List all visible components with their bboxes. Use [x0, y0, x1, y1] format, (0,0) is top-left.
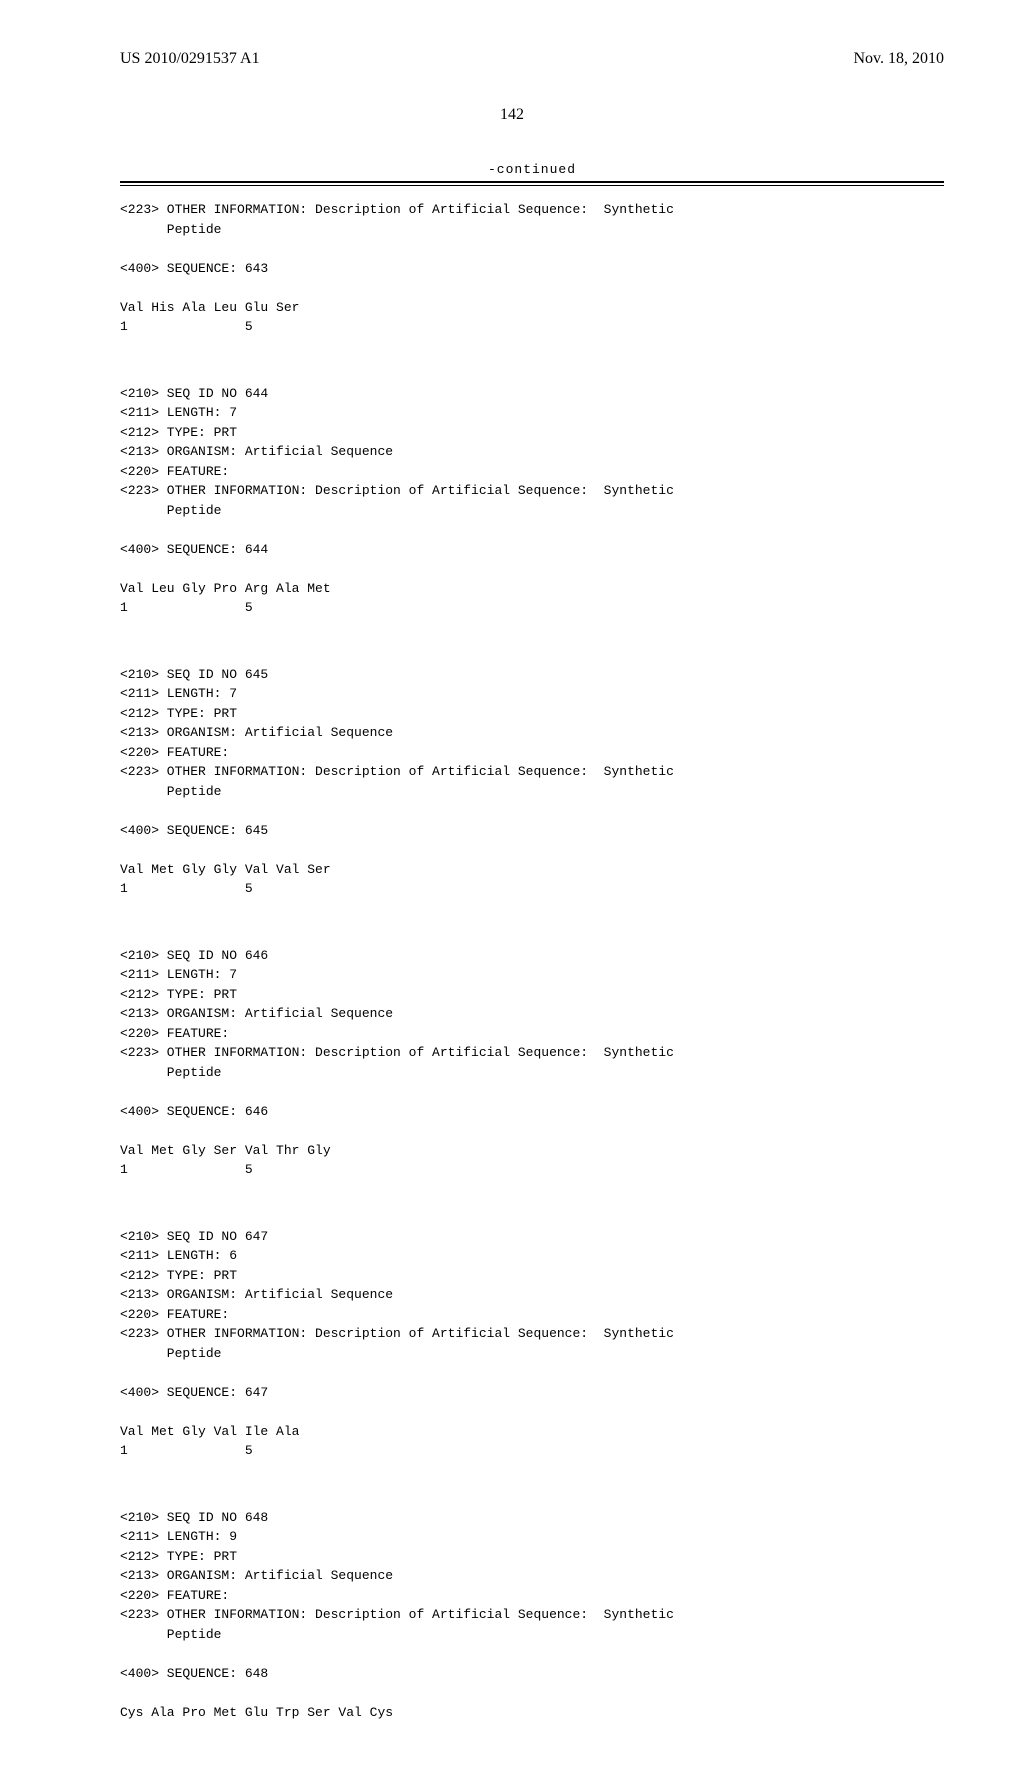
divider-thin	[120, 185, 944, 186]
page-number: 142	[0, 106, 1024, 124]
sequence-entry: <210> SEQ ID NO 646 <211> LENGTH: 7 <212…	[120, 946, 944, 1180]
sequence-entry: <210> SEQ ID NO 648 <211> LENGTH: 9 <212…	[120, 1508, 944, 1723]
continued-divider: -continued	[120, 162, 944, 186]
sequence-entry: <210> SEQ ID NO 644 <211> LENGTH: 7 <212…	[120, 384, 944, 618]
sequence-entry: <210> SEQ ID NO 647 <211> LENGTH: 6 <212…	[120, 1227, 944, 1461]
sequence-listing: <223> OTHER INFORMATION: Description of …	[120, 200, 944, 1769]
page-header: US 2010/0291537 A1 Nov. 18, 2010	[0, 0, 1024, 68]
publication-number: US 2010/0291537 A1	[120, 50, 260, 68]
sequence-entry: <210> SEQ ID NO 645 <211> LENGTH: 7 <212…	[120, 665, 944, 899]
divider-thick	[120, 181, 944, 183]
continued-label: -continued	[120, 162, 944, 177]
sequence-entry: <223> OTHER INFORMATION: Description of …	[120, 200, 944, 337]
publication-date: Nov. 18, 2010	[853, 50, 944, 68]
